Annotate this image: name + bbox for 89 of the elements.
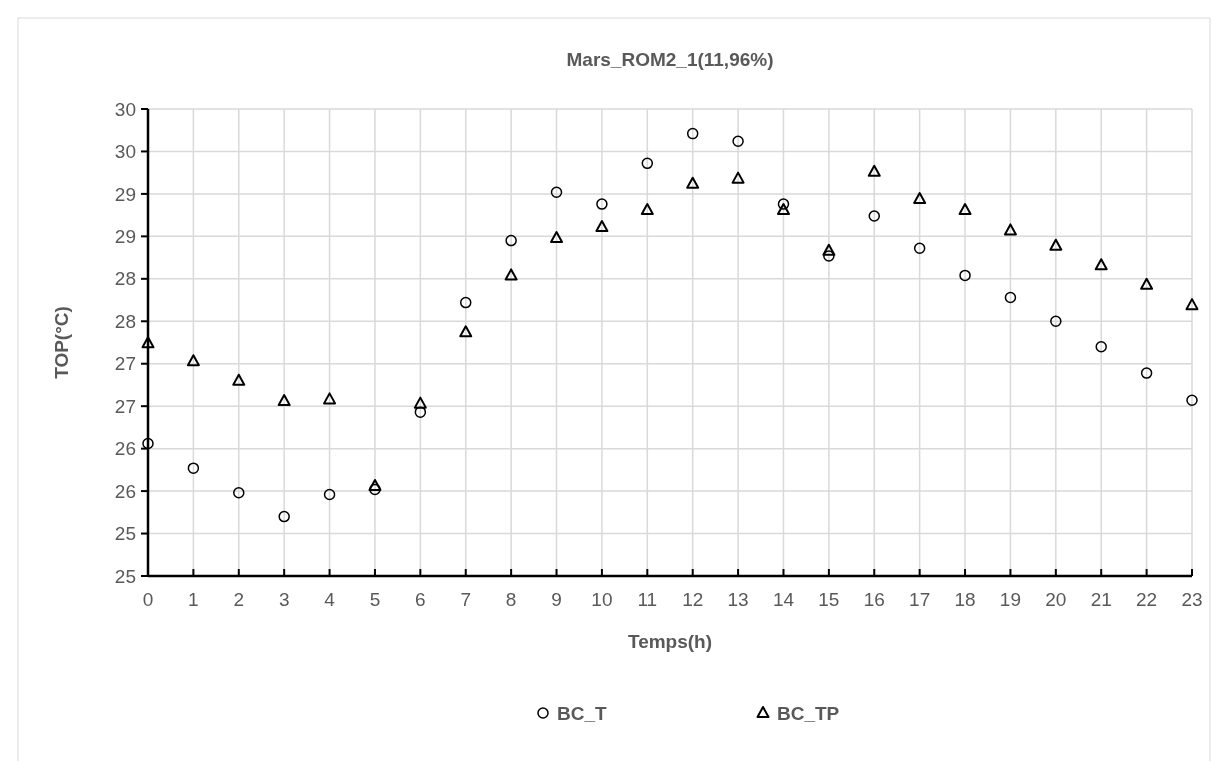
x-tick-label: 9: [551, 589, 562, 610]
point: [141, 336, 155, 349]
point: [369, 483, 381, 496]
point: [278, 510, 290, 523]
x-tick-label: 7: [460, 589, 472, 610]
point: [959, 269, 971, 282]
point: [776, 203, 790, 216]
x-tick-label: 23: [1181, 589, 1203, 610]
point: [686, 176, 700, 189]
x-tick-label: 19: [999, 589, 1022, 610]
y-tick-label: 27: [114, 395, 136, 417]
x-tick-label: 0: [142, 589, 154, 610]
x-tick-label: 21: [1090, 589, 1112, 610]
x-tick-label: 13: [727, 589, 749, 610]
x-tick-label: 17: [909, 589, 931, 610]
point: [823, 250, 835, 262]
x-tick-label: 15: [818, 589, 840, 610]
point: [1140, 367, 1153, 379]
y-axis-title: TOP(°C): [51, 306, 72, 379]
x-tick-label: 8: [505, 589, 517, 610]
y-tick-label: 27: [114, 353, 136, 375]
point: [186, 354, 200, 367]
point: [504, 268, 518, 281]
point: [505, 234, 517, 247]
x-tick-label: 11: [637, 589, 658, 610]
x-tick-label: 5: [369, 589, 381, 610]
point: [641, 157, 654, 170]
x-tick-label: 2: [233, 589, 245, 610]
point: [413, 396, 427, 409]
x-tick-label: 14: [772, 589, 795, 610]
y-tick-label: 29: [114, 226, 136, 248]
x-tick-label: 18: [954, 589, 976, 610]
x-tick-label: 16: [863, 589, 885, 610]
point: [1004, 291, 1017, 304]
y-tick-label: 28: [114, 310, 136, 332]
point: [958, 203, 972, 216]
point: [596, 198, 608, 210]
point: [142, 437, 154, 450]
point: [913, 242, 926, 254]
point: [1185, 298, 1199, 311]
x-tick-label: 22: [1136, 589, 1158, 610]
chart-title: Mars_ROM2_1(11,96%): [566, 49, 774, 70]
point: [867, 164, 881, 177]
point: [414, 406, 427, 418]
point: [731, 171, 745, 184]
point: [233, 487, 245, 499]
point: [1140, 277, 1154, 290]
point: [913, 192, 927, 204]
point: [323, 392, 337, 405]
x-tick-label: 3: [278, 589, 290, 610]
point: [686, 127, 699, 140]
point: [459, 325, 473, 338]
x-tick-label: 12: [682, 589, 704, 610]
y-tick-label: 25: [114, 523, 136, 545]
point: [868, 210, 881, 222]
point: [1186, 394, 1198, 406]
point: [550, 231, 564, 244]
point: [1003, 223, 1017, 236]
point: [550, 186, 563, 198]
point: [232, 373, 246, 386]
point: [1050, 315, 1062, 328]
point: [459, 296, 472, 309]
point: [277, 394, 291, 407]
point: [323, 488, 336, 501]
point: [187, 462, 200, 474]
legend-label: BC_T: [557, 702, 608, 724]
point: [1049, 238, 1063, 251]
x-axis-title: Temps(h): [627, 631, 713, 652]
x-tick-label: 1: [188, 589, 199, 610]
point: [640, 203, 654, 216]
point: [732, 135, 744, 148]
y-tick-label: 26: [114, 480, 136, 502]
x-tick-label: 10: [591, 589, 613, 610]
y-tick-label: 30: [114, 98, 136, 120]
y-tick-label: 28: [114, 268, 136, 290]
point: [1094, 258, 1108, 271]
y-tick-label: 26: [114, 438, 136, 460]
y-tick-label: 29: [114, 183, 136, 205]
legend-label: BC_TP: [777, 702, 840, 724]
x-tick-label: 4: [324, 589, 336, 610]
x-tick-label: 6: [415, 589, 426, 610]
point: [595, 220, 609, 233]
y-tick-label: 25: [114, 565, 136, 587]
point: [822, 243, 836, 256]
point: [368, 479, 382, 491]
y-tick-label: 30: [114, 141, 136, 163]
point: [1095, 341, 1107, 353]
point: [777, 198, 790, 210]
x-tick-label: 20: [1045, 589, 1067, 610]
